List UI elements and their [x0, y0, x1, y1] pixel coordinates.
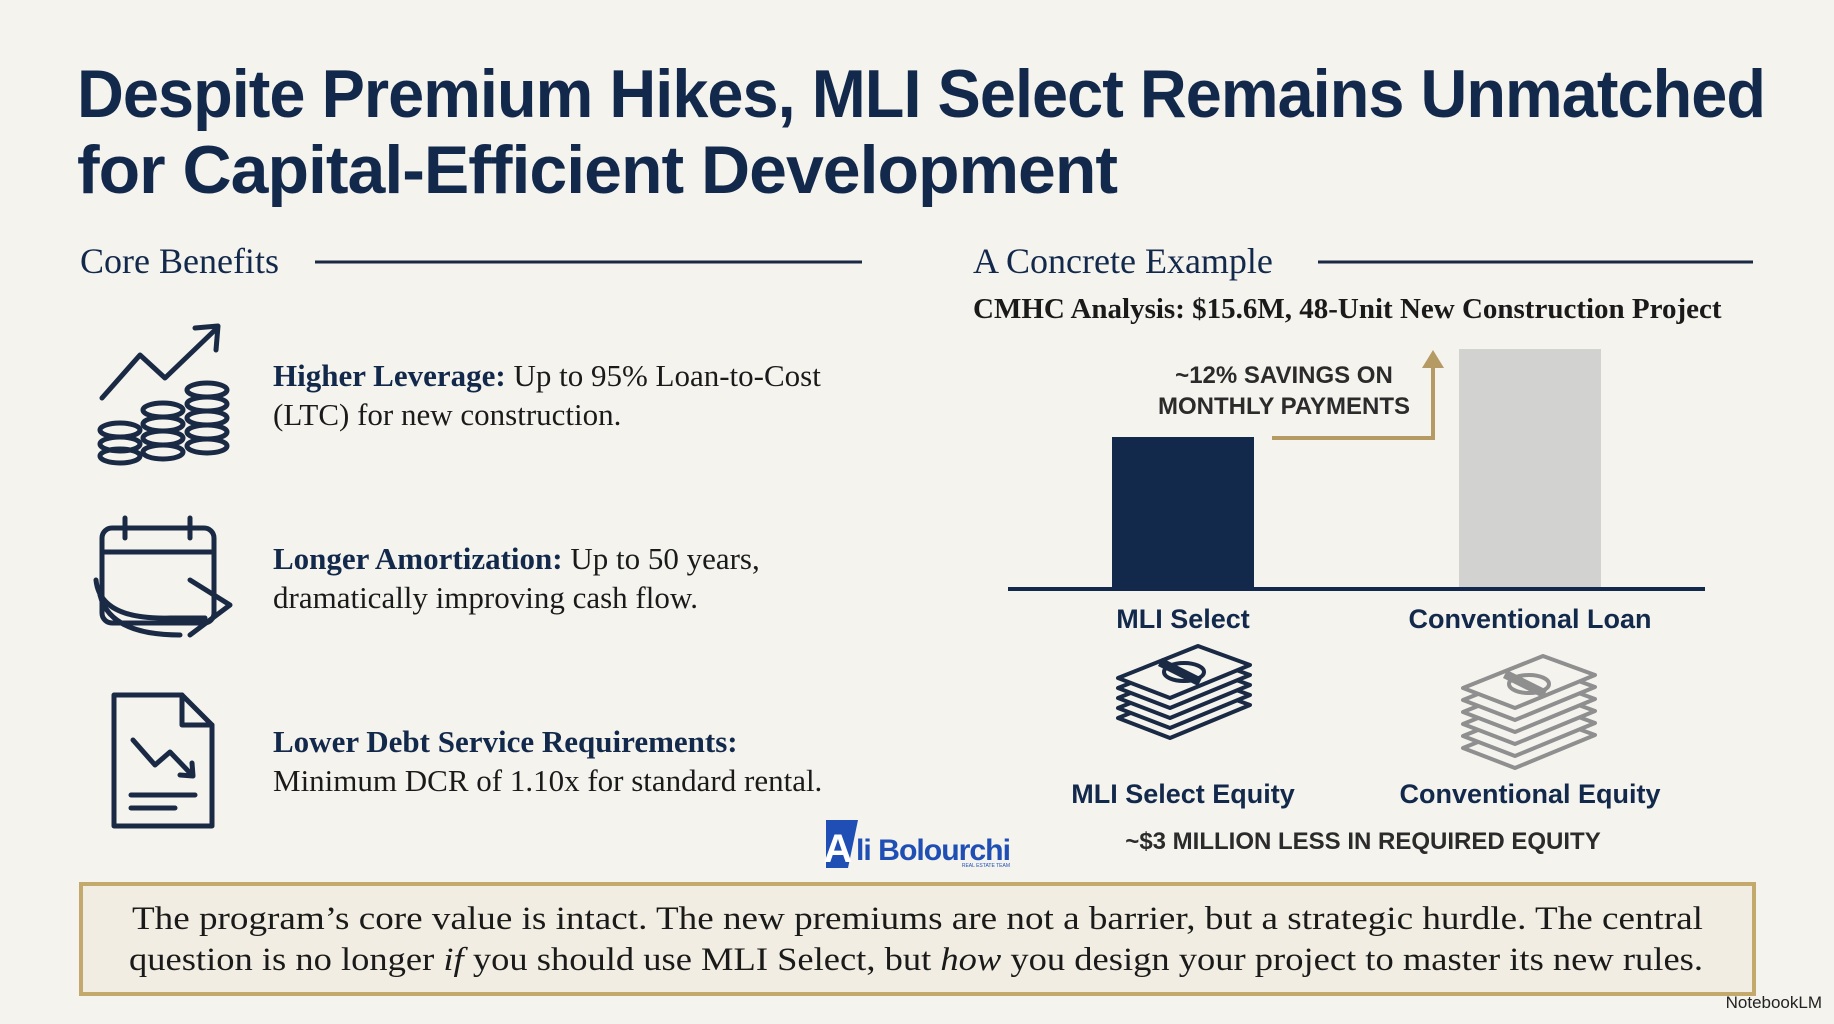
- leverage-icon: [97, 323, 230, 466]
- conclusion-segment: The program’s core value is intact. The …: [132, 901, 1703, 937]
- title-line: for Capital-Efficient Development: [77, 132, 1117, 208]
- benefit-space: [563, 541, 571, 576]
- benefit-line: Higher Leverage: Up to 95% Loan-to-Cost: [273, 358, 821, 393]
- conventional-bar: [1459, 349, 1601, 588]
- conclusion-box: [79, 882, 1756, 996]
- mli-bar: [1112, 437, 1254, 588]
- equity-label: Conventional Equity: [1399, 779, 1660, 809]
- callout: MONTHLY PAYMENTS: [1158, 393, 1410, 420]
- amortization-icon: [93, 515, 233, 638]
- benefit-text: Minimum DCR of 1.10x for standard rental…: [273, 763, 822, 798]
- watermark: NotebookLM: [1726, 993, 1822, 1012]
- callout: ~12% SAVINGS ON: [1175, 362, 1393, 389]
- benefit-text: Up to 50 years,: [570, 541, 759, 576]
- conclusion-line: The program’s core value is intact. The …: [132, 901, 1703, 937]
- logo-name: li Bolourchi: [856, 834, 1010, 867]
- title-line: Despite Premium Hikes, MLI Select Remain…: [77, 56, 1765, 132]
- benefit-label: Higher Leverage:: [273, 358, 506, 393]
- benefit-line: Longer Amortization: Up to 50 years,: [273, 541, 760, 576]
- bar-label: Conventional Loan: [1409, 604, 1652, 634]
- savings-arrowhead: [1422, 350, 1444, 368]
- benefit-space: [506, 358, 514, 393]
- section-heading: Core Benefits: [80, 241, 279, 281]
- benefit-text: Up to 95% Loan-to-Cost: [513, 358, 821, 393]
- benefit-text: (LTC) for new construction.: [273, 397, 621, 432]
- conventional-equity-icon: [1461, 654, 1597, 770]
- logo-tagline: REAL ESTATE TEAM: [962, 863, 1010, 869]
- equity-label: MLI Select Equity: [1071, 779, 1295, 809]
- logo-mark: A: [824, 827, 853, 871]
- conclusion-segment: you design your project to master its ne…: [1001, 942, 1703, 978]
- savings-arrow: [1272, 362, 1435, 440]
- logo-block: [826, 820, 858, 868]
- conclusion-segment: question is no longer: [129, 942, 443, 978]
- benefit-label: Longer Amortization:: [273, 541, 563, 576]
- bar-label: MLI Select: [1116, 604, 1250, 634]
- mli-equity-icon: [1116, 644, 1252, 740]
- conclusion-line: question is no longer if you should use …: [129, 942, 1703, 978]
- benefit-text: dramatically improving cash flow.: [273, 580, 698, 615]
- conclusion-segment: how: [940, 942, 1001, 978]
- benefit-line: Lower Debt Service Requirements:: [273, 724, 738, 759]
- equity-note: ~$3 MILLION LESS IN REQUIRED EQUITY: [1125, 828, 1600, 855]
- debt-service-icon: [111, 692, 215, 829]
- conclusion-segment: you should use MLI Select, but: [464, 942, 941, 978]
- example-subtitle: CMHC Analysis: $15.6M, 48-Unit New Const…: [973, 293, 1722, 325]
- benefit-label: Lower Debt Service Requirements:: [273, 724, 738, 759]
- section-heading: A Concrete Example: [973, 241, 1273, 281]
